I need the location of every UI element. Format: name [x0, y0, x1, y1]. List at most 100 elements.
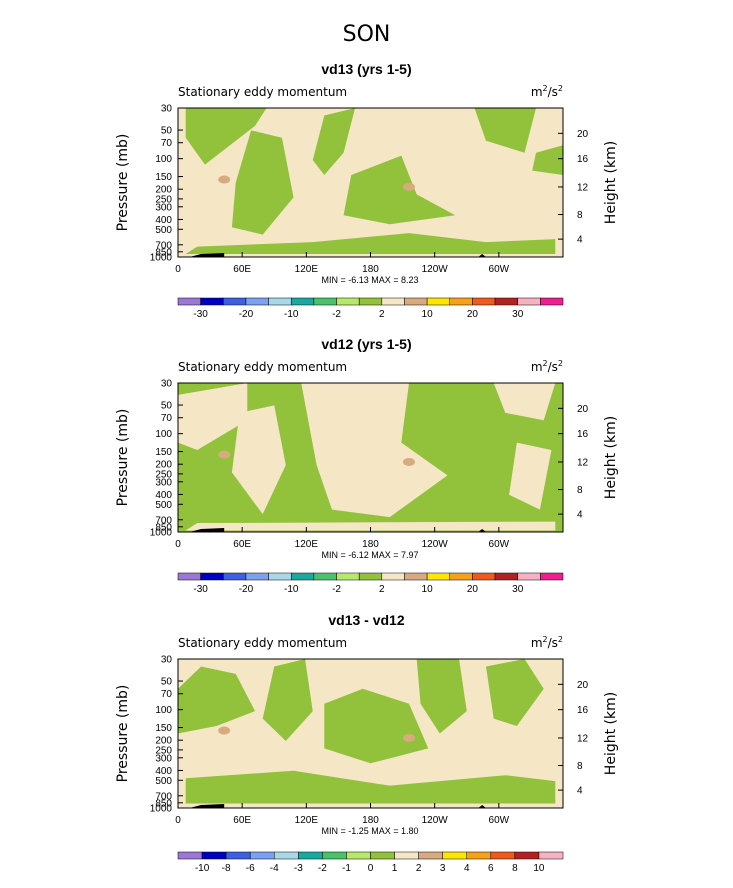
colorbar-label: 6: [488, 863, 494, 874]
y2-tick-label: 8: [577, 761, 583, 772]
y-tick-label: 150: [155, 723, 172, 734]
y2-tick-label: 12: [577, 182, 589, 193]
y-tick-label: 30: [161, 379, 173, 390]
colorbar-swatch: [322, 851, 347, 860]
y-tick-label: 150: [155, 172, 172, 183]
x-tick-label: 60E: [233, 539, 251, 550]
colorbar-label: -2: [332, 309, 341, 320]
colorbar-swatch: [472, 572, 496, 581]
y-tick-label: 50: [161, 126, 173, 137]
panel-title-2: vd12 (yrs 1-5): [321, 336, 412, 352]
y-tick-label: 30: [161, 655, 173, 666]
colorbar: -30 -20 -10 -2 2 10 20 30: [177, 572, 564, 595]
colorbar-swatch: [225, 851, 251, 860]
colorbar-label: 2: [416, 863, 422, 874]
colorbar-label: 2: [379, 584, 385, 595]
y-tick-label: 400: [155, 215, 172, 226]
contour-blob: [218, 726, 231, 735]
y-tick-label: 200: [155, 736, 172, 747]
panel-subtitle: Stationary eddy momentum: [178, 360, 347, 374]
contour-blob: [218, 450, 231, 459]
contour-region: [178, 666, 255, 734]
contour-region: [474, 108, 537, 153]
colorbar-swatch: [336, 297, 360, 306]
colorbar-label: 3: [440, 863, 446, 874]
y-tick-label: 150: [155, 447, 172, 458]
y-tick-label: 500: [155, 225, 172, 236]
panel-2: Stationary eddy momentum m2/s230507010015…: [115, 359, 619, 595]
y-tick-label: 400: [155, 766, 172, 777]
colorbar-swatch: [290, 572, 315, 581]
colorbar-swatch: [200, 297, 224, 306]
colorbar-swatch: [418, 851, 443, 860]
y-tick-label: 100: [155, 705, 172, 716]
y-tick-label: 500: [155, 776, 172, 787]
x-tick-label: 60W: [489, 539, 510, 550]
y2-tick-label: 8: [577, 485, 583, 496]
colorbar-swatch: [268, 572, 292, 581]
min-max-readout: MIN = -6.13 MAX = 8.23: [321, 275, 418, 285]
page-title: SON: [342, 22, 391, 47]
x-tick-label: 180: [362, 539, 379, 550]
colorbar-label: -30: [193, 584, 208, 595]
x-tick-label: 60W: [489, 815, 510, 826]
contour-region: [231, 130, 294, 235]
colorbar-swatch: [472, 297, 496, 306]
y-tick-label: 100: [155, 429, 172, 440]
y-tick-label: 300: [155, 202, 172, 213]
colorbar-label: 1: [392, 863, 398, 874]
colorbar-label: -2: [318, 863, 327, 874]
x-tick-label: 0: [175, 264, 181, 275]
y-tick-label: 70: [161, 689, 173, 700]
colorbar-label: -30: [193, 309, 208, 320]
colorbar-label: -10: [284, 309, 299, 320]
y-tick-label: 250: [155, 194, 172, 205]
topography-mask: [478, 529, 486, 532]
colorbar-swatch: [426, 297, 451, 306]
contour-blob: [403, 733, 415, 742]
contour-region: [532, 145, 563, 176]
topography-mask: [189, 804, 225, 808]
colorbar-swatch: [449, 297, 473, 306]
y-tick-label: 850: [155, 247, 172, 258]
colorbar-swatch: [245, 297, 269, 306]
units-label: m2/s2: [531, 84, 563, 99]
colorbar-swatch: [517, 572, 541, 581]
x-tick-label: 120E: [295, 264, 319, 275]
colorbar-swatch: [540, 572, 564, 581]
colorbar-swatch: [381, 572, 405, 581]
colorbar-swatch: [298, 851, 323, 860]
panel-3: Stationary eddy momentum m2/s230507010015…: [115, 635, 619, 874]
units-label: m2/s2: [531, 635, 563, 650]
y2-tick-label: 4: [577, 510, 583, 521]
colorbar-swatch: [245, 572, 269, 581]
y2-axis-title: Height (km): [603, 141, 619, 224]
y-tick-label: 100: [155, 154, 172, 165]
colorbar-label: -8: [222, 863, 231, 874]
contour-region: [178, 383, 248, 451]
x-tick-label: 0: [175, 815, 181, 826]
topography-mask: [478, 805, 486, 808]
colorbar-swatch: [381, 297, 405, 306]
colorbar-swatch: [426, 572, 451, 581]
y2-tick-label: 8: [577, 210, 583, 221]
colorbar-swatch: [268, 297, 292, 306]
y-tick-label: 700: [155, 240, 172, 251]
panel-title-1: vd13 (yrs 1-5): [321, 61, 412, 77]
contour-region: [231, 405, 286, 515]
panel-subtitle: Stationary eddy momentum: [178, 85, 347, 99]
y-axis-title: Pressure (mb): [115, 134, 131, 232]
colorbar-label: 0: [368, 863, 374, 874]
y-tick-label: 250: [155, 469, 172, 480]
y-axis-title: Pressure (mb): [115, 685, 131, 783]
colorbar-swatch: [249, 851, 275, 860]
contour-region: [324, 688, 429, 764]
y2-tick-label: 12: [577, 457, 589, 468]
colorbar-label: -10: [195, 863, 210, 874]
y-tick-label: 300: [155, 753, 172, 764]
colorbar-label: -1: [342, 863, 351, 874]
y2-axis-title: Height (km): [603, 416, 619, 499]
colorbar-swatch: [442, 851, 467, 860]
y2-tick-label: 4: [577, 786, 583, 797]
